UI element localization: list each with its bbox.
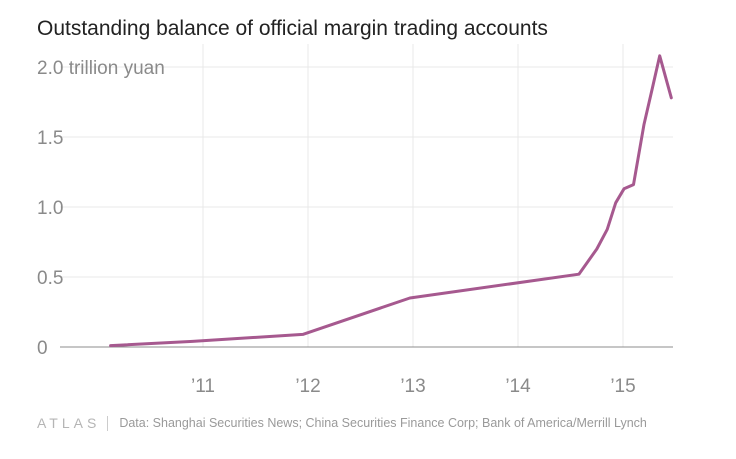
footer-divider: [107, 415, 109, 431]
series-lines: [109, 54, 673, 348]
x-tick-label: ’12: [295, 376, 320, 397]
y-tick-label: 0: [37, 338, 48, 359]
y-tick-labels: 0 0.5 1.0 1.5 2.0 trillion yuan: [37, 58, 165, 359]
atlas-logo: ATLAS: [37, 415, 101, 431]
x-gridlines: [202, 44, 624, 347]
series-line: [109, 54, 673, 348]
y-axis-unit-label: 2.0 trillion yuan: [37, 58, 165, 79]
x-tick-label: ’14: [505, 376, 531, 397]
x-tick-labels: ’11 ’12 ’13 ’14 ’15: [191, 376, 636, 397]
y-tick-label: 0.5: [37, 268, 63, 289]
chart-title: Outstanding balance of official margin t…: [37, 17, 548, 40]
y-tick-label: 1.5: [37, 128, 63, 149]
x-tick-label: ’13: [400, 376, 425, 397]
x-tick-label: ’15: [610, 376, 635, 397]
source-note: Data: Shanghai Securities News; China Se…: [119, 416, 647, 430]
y-gridlines: [60, 66, 673, 278]
x-tick-label: ’11: [191, 376, 215, 397]
y-tick-label: 1.0: [37, 198, 63, 219]
footer: ATLAS Data: Shanghai Securities News; Ch…: [37, 414, 647, 432]
